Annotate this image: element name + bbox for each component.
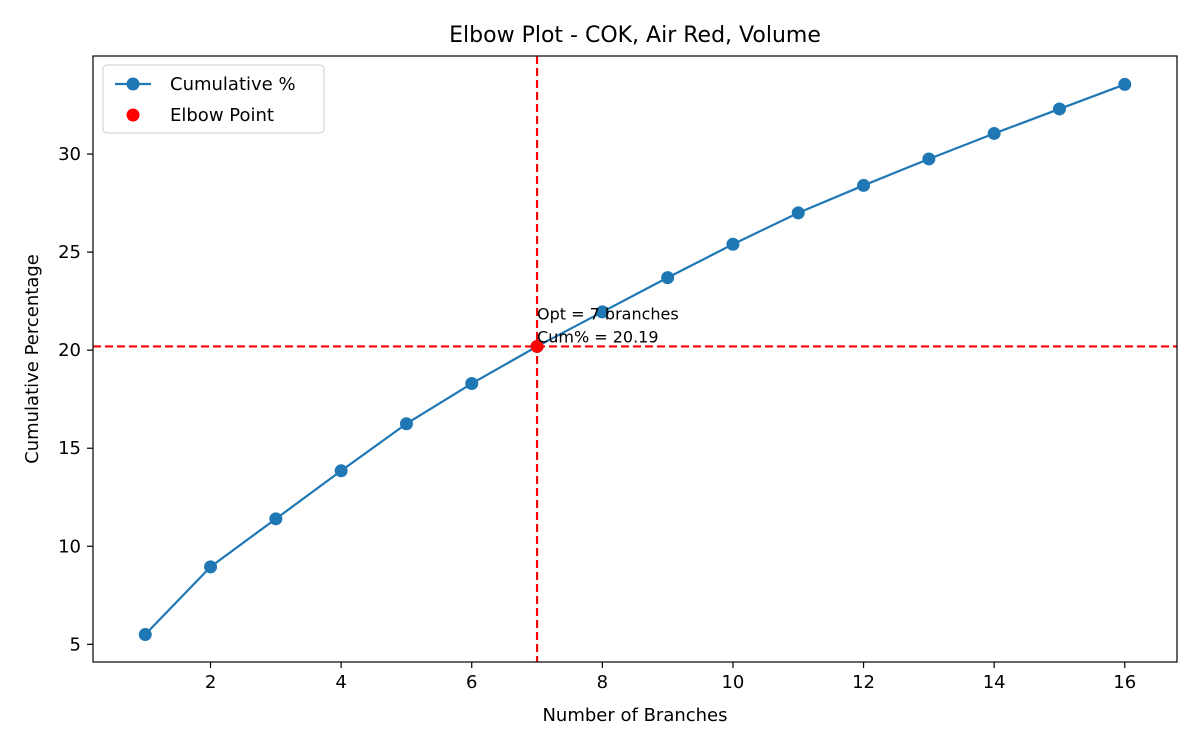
x-tick-label: 4: [335, 672, 346, 693]
reference-lines: [93, 56, 1177, 662]
data-point: [726, 237, 740, 251]
annotation-line-2: Cum% = 20.19: [537, 327, 658, 346]
x-axis-label: Number of Branches: [542, 705, 727, 726]
y-tick-label: 20: [58, 340, 81, 361]
data-point: [1118, 77, 1132, 91]
legend-label-elbow: Elbow Point: [170, 105, 274, 126]
data-point: [269, 512, 283, 526]
y-tick-label: 10: [58, 536, 81, 557]
x-tick-label: 14: [983, 672, 1006, 693]
data-point: [661, 271, 675, 285]
legend: Cumulative % Elbow Point: [102, 64, 325, 134]
data-point: [857, 178, 871, 192]
x-tick-label: 10: [721, 672, 744, 693]
data-point: [922, 152, 936, 166]
data-point: [595, 305, 609, 319]
plot-frame: [92, 55, 1178, 663]
x-tick-label: 12: [852, 672, 875, 693]
series-line: [144, 83, 1126, 636]
legend-elbow-marker: [126, 108, 140, 122]
y-tick-label: 15: [58, 438, 81, 459]
data-point: [465, 377, 479, 391]
data-point: [987, 126, 1001, 140]
data-point: [399, 417, 413, 431]
data-point: [791, 206, 805, 220]
elbow-point-marker: [530, 339, 544, 353]
x-tick-label: 2: [205, 672, 216, 693]
y-tick-label: 25: [58, 242, 81, 263]
x-axis: 2 4 6 8 10 12 14 16: [205, 662, 1136, 693]
chart-title: Elbow Plot - COK, Air Red, Volume: [449, 23, 821, 48]
legend-label-cumulative: Cumulative %: [170, 74, 296, 95]
y-tick-label: 5: [70, 634, 81, 655]
data-point: [334, 464, 348, 478]
x-tick-label: 6: [466, 672, 477, 693]
y-axis-label: Cumulative Percentage: [22, 254, 43, 464]
y-tick-label: 30: [58, 144, 81, 165]
data-point: [1052, 102, 1066, 116]
x-tick-label: 8: [597, 672, 608, 693]
data-point: [138, 628, 152, 642]
legend-line-marker: [126, 77, 140, 91]
data-series: [138, 77, 1132, 642]
annotation-line-1: Opt = 7 branches: [537, 304, 679, 323]
data-point: [204, 560, 218, 574]
y-axis: 5 10 15 20 25 30: [58, 144, 93, 655]
elbow-marker-layer: [530, 339, 544, 353]
legend-box: [102, 64, 325, 134]
x-tick-label: 16: [1113, 672, 1136, 693]
